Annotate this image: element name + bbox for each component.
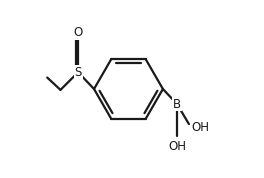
- Text: OH: OH: [191, 121, 209, 134]
- Text: S: S: [74, 66, 82, 79]
- Text: O: O: [73, 26, 83, 39]
- Text: OH: OH: [168, 140, 186, 153]
- Text: B: B: [173, 98, 181, 111]
